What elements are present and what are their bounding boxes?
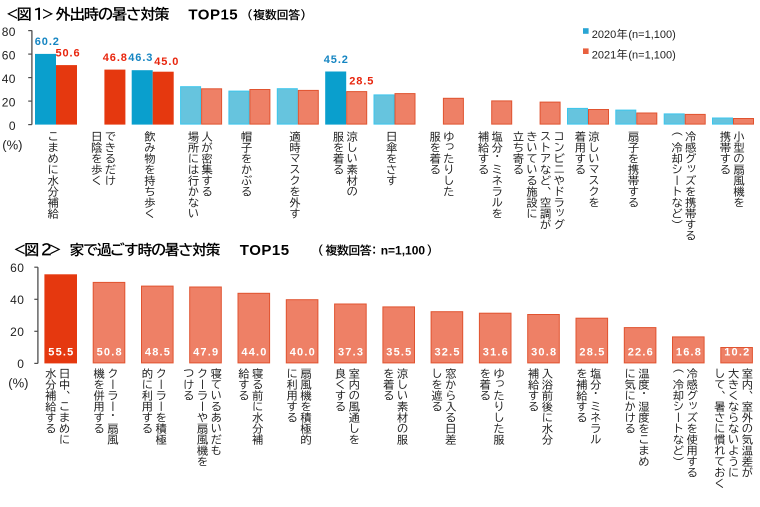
svg-text:60.2: 60.2 — [35, 36, 60, 48]
svg-text:37.3: 37.3 — [338, 347, 364, 359]
svg-text:60: 60 — [2, 49, 16, 63]
svg-text:(n=1,100): (n=1,100) — [628, 49, 675, 61]
svg-text:40: 40 — [10, 293, 24, 307]
svg-text:10.2: 10.2 — [724, 347, 750, 359]
svg-text:n=1,100: n=1,100 — [381, 244, 426, 258]
svg-text:28.5: 28.5 — [349, 75, 374, 87]
svg-text:55.5: 55.5 — [48, 347, 74, 359]
svg-text:32.5: 32.5 — [434, 347, 460, 359]
svg-text:46.8: 46.8 — [103, 52, 128, 64]
svg-text:50.8: 50.8 — [97, 347, 123, 359]
svg-text:0: 0 — [17, 357, 24, 371]
svg-text:46.3: 46.3 — [128, 52, 153, 64]
svg-text:0: 0 — [9, 119, 16, 133]
svg-text:31.6: 31.6 — [483, 347, 509, 359]
svg-text:45.0: 45.0 — [154, 56, 179, 68]
svg-text:(%): (%) — [2, 137, 22, 152]
svg-text:30.8: 30.8 — [531, 347, 557, 359]
svg-text:20: 20 — [2, 96, 16, 110]
svg-text:80: 80 — [2, 25, 16, 39]
svg-text:22.6: 22.6 — [628, 347, 654, 359]
svg-text:48.5: 48.5 — [145, 347, 171, 359]
svg-text:60: 60 — [10, 261, 24, 275]
svg-text:2021: 2021 — [592, 49, 616, 61]
svg-text:50.6: 50.6 — [55, 47, 80, 59]
svg-text:45.2: 45.2 — [324, 54, 349, 66]
svg-text:44.0: 44.0 — [241, 347, 267, 359]
svg-text:TOP15: TOP15 — [188, 7, 238, 24]
svg-text:(n=1,100): (n=1,100) — [628, 29, 675, 41]
svg-text:TOP15: TOP15 — [240, 242, 290, 259]
svg-text:16.8: 16.8 — [676, 347, 702, 359]
svg-text:35.5: 35.5 — [386, 347, 412, 359]
svg-text:2020: 2020 — [592, 29, 616, 41]
svg-text:20: 20 — [10, 325, 24, 339]
svg-text:28.5: 28.5 — [579, 347, 605, 359]
svg-text:40: 40 — [2, 72, 16, 86]
svg-text:40.0: 40.0 — [290, 347, 316, 359]
svg-text:47.9: 47.9 — [193, 347, 219, 359]
svg-text:(%): (%) — [8, 376, 28, 391]
